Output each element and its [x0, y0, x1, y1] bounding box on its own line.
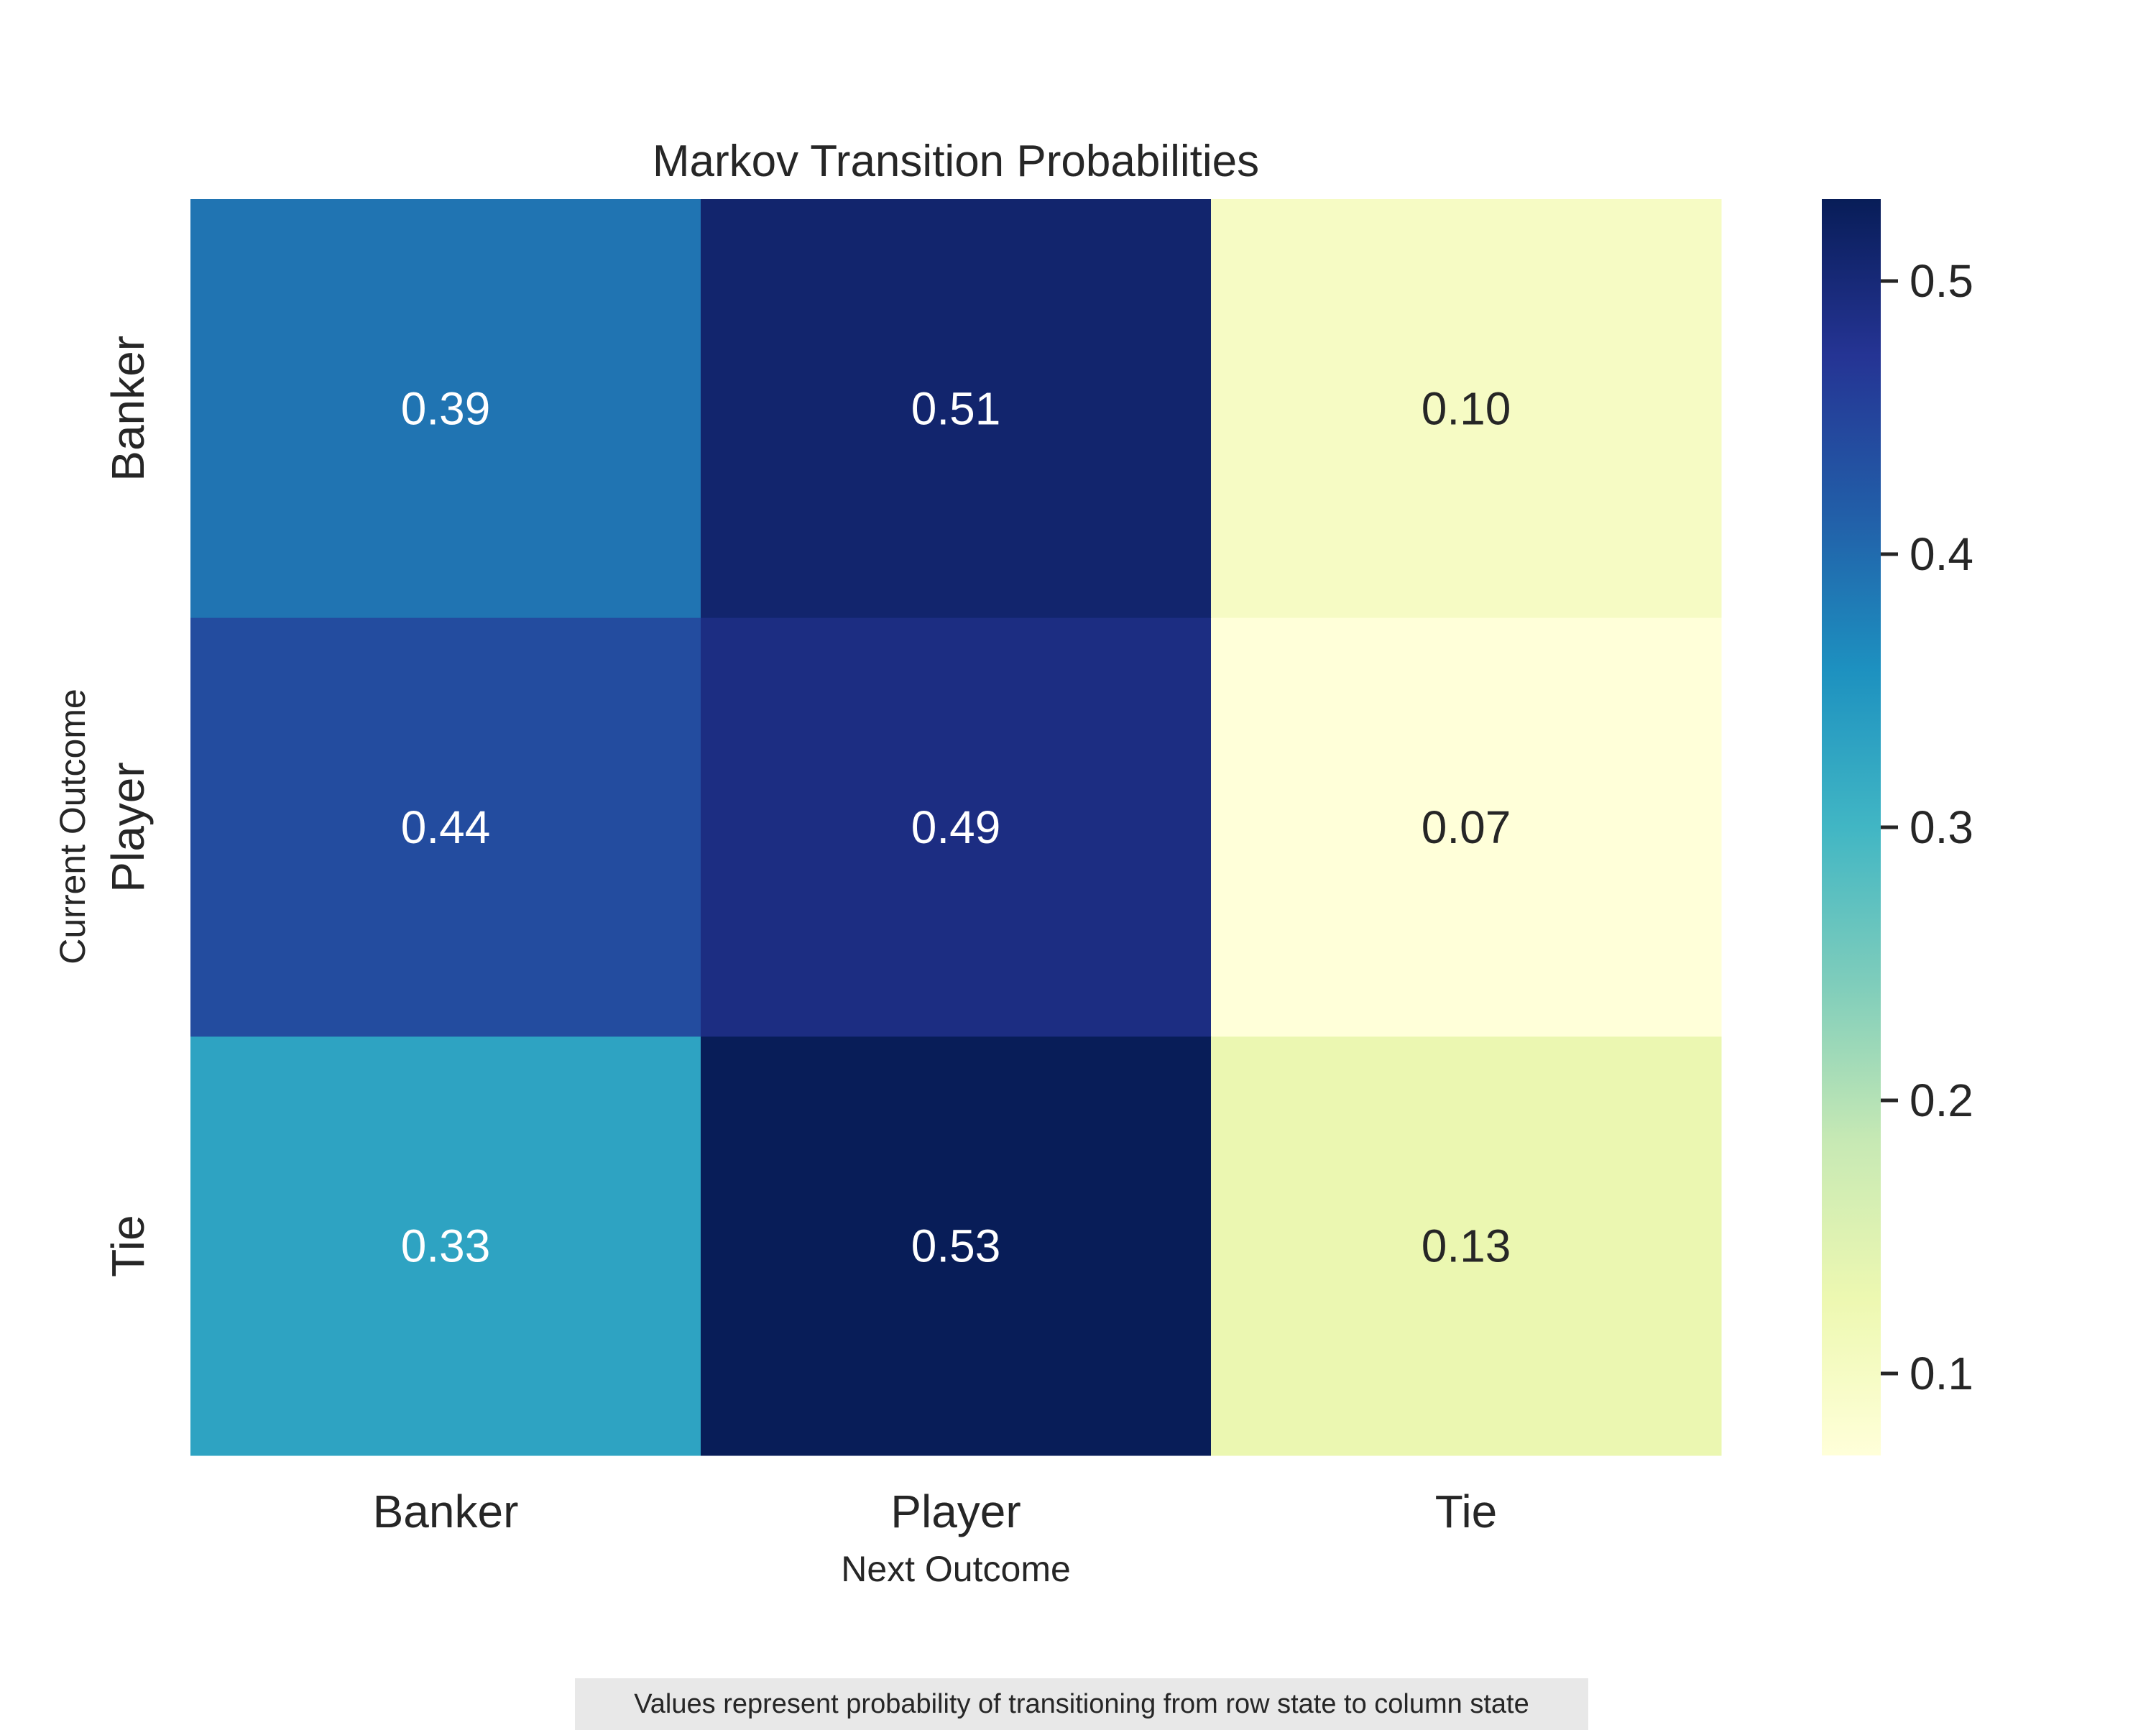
- heatmap-cell-tie-banker: [190, 1036, 701, 1456]
- colorbar-tick-label: 0.1: [1909, 1348, 1973, 1399]
- y-axis-label: Current Outcome: [52, 689, 93, 964]
- heatmap-cell-player-player: [701, 617, 1212, 1037]
- heatmap-cell-tie-tie: [1211, 1036, 1722, 1456]
- footnote: Values represent probability of transiti…: [575, 1678, 1588, 1730]
- heatmap-cell-banker-banker: [190, 199, 701, 619]
- colorbar-tick-label: 0.4: [1909, 528, 1973, 580]
- colorbar-tick-label: 0.3: [1909, 801, 1973, 853]
- x-tick-label: Banker: [373, 1486, 519, 1537]
- cell-value-label: 0.10: [1422, 382, 1511, 434]
- heatmap-cell-tie-player: [701, 1036, 1212, 1456]
- heatmap-cell-banker-tie: [1211, 199, 1722, 619]
- cell-value-label: 0.33: [401, 1220, 491, 1272]
- chart-title: Markov Transition Probabilities: [653, 137, 1259, 186]
- x-axis-label: Next Outcome: [841, 1549, 1071, 1589]
- heatmap-cells: [190, 199, 1722, 1456]
- cell-value-label: 0.44: [401, 801, 491, 853]
- x-axis-tick-labels: Banker Player Tie: [373, 1486, 1498, 1537]
- colorbar: [1822, 199, 1881, 1455]
- cell-value-label: 0.13: [1422, 1220, 1511, 1272]
- y-tick-label: Player: [102, 762, 154, 892]
- heatmap-cell-player-banker: [190, 617, 701, 1037]
- colorbar-ticks: 0.1 0.2 0.3 0.4 0.5: [1881, 255, 1973, 1399]
- cell-value-label: 0.51: [911, 382, 1001, 434]
- cell-value-label: 0.07: [1422, 801, 1511, 853]
- cell-value-label: 0.39: [401, 382, 491, 434]
- colorbar-tick-label: 0.5: [1909, 255, 1973, 307]
- y-axis-tick-labels: Banker Player Tie: [102, 336, 154, 1277]
- x-tick-label: Tie: [1435, 1486, 1498, 1537]
- heatmap-cell-banker-player: [701, 199, 1212, 619]
- heatmap-cell-player-tie: [1211, 617, 1722, 1037]
- cell-value-label: 0.49: [911, 801, 1001, 853]
- x-tick-label: Player: [890, 1486, 1021, 1537]
- cell-value-label: 0.53: [911, 1220, 1001, 1272]
- heatmap-cell-labels: 0.39 0.51 0.10 0.44 0.49 0.07 0.33 0.53 0.13: [401, 382, 1511, 1271]
- y-tick-label: Tie: [102, 1215, 154, 1277]
- y-tick-label: Banker: [102, 336, 154, 482]
- colorbar-tick-label: 0.2: [1909, 1075, 1973, 1126]
